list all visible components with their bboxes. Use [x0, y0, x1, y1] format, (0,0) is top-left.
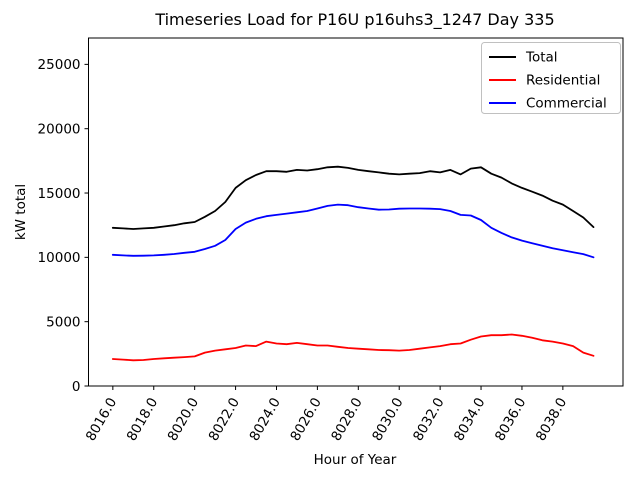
y-axis-label: kW total	[13, 184, 29, 240]
x-axis-ticks: 8016.0 8018.0 8020.0 8022.0 8024.0 8026.0 8028…	[83, 386, 570, 444]
x-axis-label: Hour of Year	[314, 452, 397, 468]
legend-entry-total: Total	[489, 50, 558, 66]
x-tick-label: 8018.0	[124, 395, 161, 444]
x-tick-label: 8024.0	[246, 395, 283, 444]
legend-entry-residential: Residential	[489, 73, 600, 89]
residential-line	[111, 333, 595, 362]
total-line	[111, 165, 595, 230]
legend-label-total: Total	[525, 50, 558, 66]
axes-frame	[88, 37, 624, 387]
x-tick-label: 8030.0	[369, 395, 406, 444]
x-tick-label: 8022.0	[206, 395, 243, 444]
legend-box	[481, 42, 621, 114]
legend-label-commercial: Commercial	[526, 96, 607, 112]
x-tick-label: 8016.0	[83, 395, 120, 444]
y-tick-label: 15000	[38, 186, 81, 202]
x-tick-label: 8020.0	[165, 395, 202, 444]
y-tick-label: 5000	[46, 314, 80, 330]
y-tick-label: 25000	[38, 57, 81, 73]
y-axis-ticks: 0 5000 10000 15000 20000 25000	[38, 57, 89, 395]
axes-frame-group	[88, 37, 624, 387]
data-lines	[111, 165, 595, 362]
chart-title: Timeseries Load for P16U p16uhs3_1247 Da…	[154, 10, 554, 30]
y-tick-label: 10000	[38, 250, 81, 266]
legend-label-residential: Residential	[526, 73, 600, 89]
x-tick-label: 8034.0	[451, 395, 488, 444]
x-tick-label: 8032.0	[410, 395, 447, 444]
legend-entry-commercial: Commercial	[489, 96, 607, 112]
y-tick-label: 0	[72, 379, 81, 395]
legend: Total Residential Commercial	[481, 42, 621, 114]
y-tick-label: 20000	[38, 121, 81, 137]
x-tick-label: 8038.0	[533, 395, 570, 444]
x-tick-label: 8028.0	[328, 395, 365, 444]
x-tick-label: 8036.0	[492, 395, 529, 444]
x-tick-label: 8026.0	[287, 395, 324, 444]
commercial-line	[111, 203, 595, 259]
